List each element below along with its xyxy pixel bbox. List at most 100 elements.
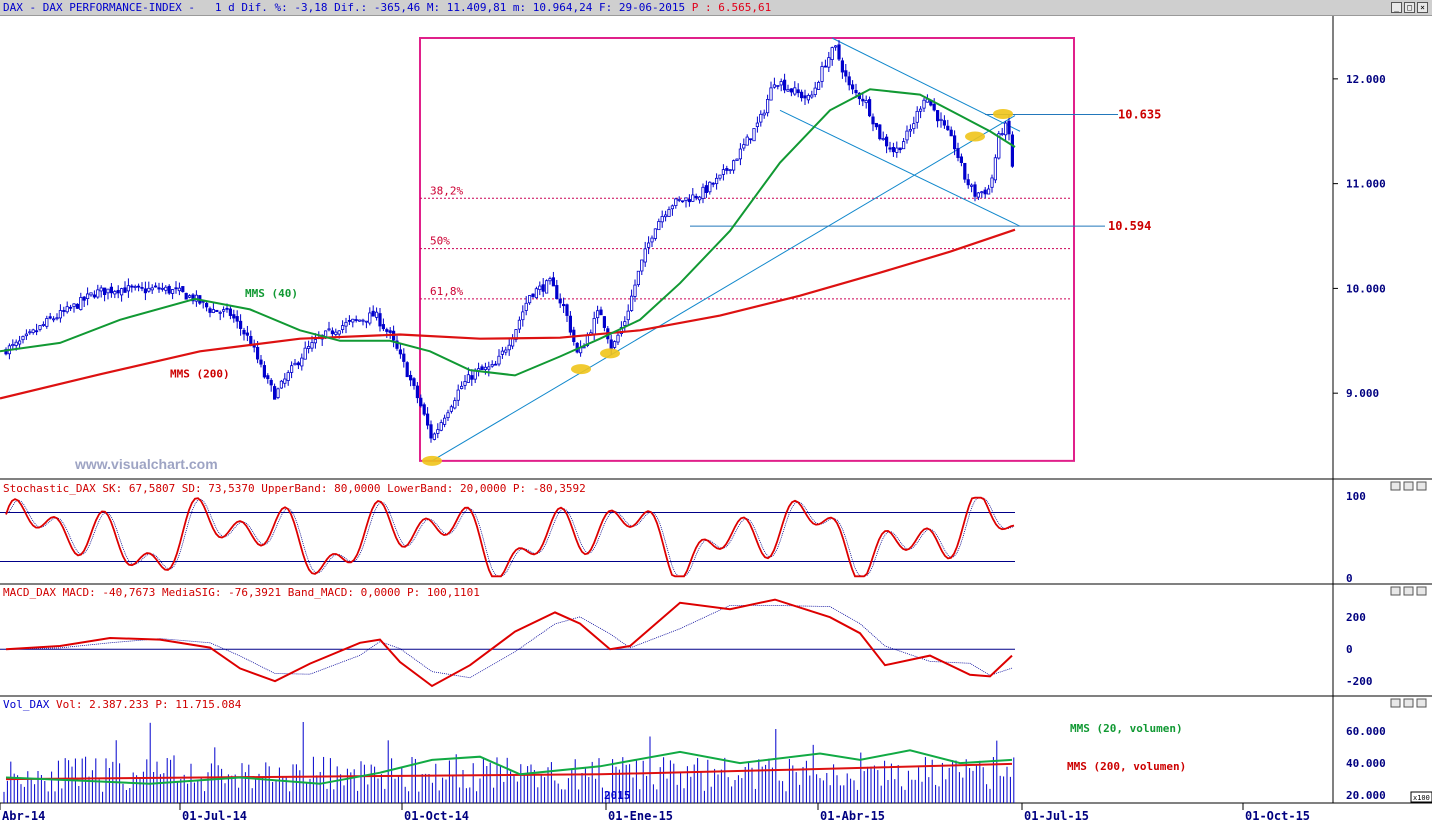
macd-axis-label: 200 bbox=[1346, 611, 1366, 624]
volume-axis-label: 40.000 bbox=[1346, 757, 1386, 770]
candle-body bbox=[976, 192, 981, 198]
candle-body bbox=[980, 191, 984, 194]
fib-retracement-box bbox=[419, 37, 1075, 462]
candle-body bbox=[735, 158, 739, 161]
price-axis-label: 11.000 bbox=[1346, 178, 1386, 191]
candle-body bbox=[973, 184, 977, 197]
volume-mms20-label: MMS (20, volumen) bbox=[1070, 722, 1183, 735]
candle-body bbox=[772, 84, 777, 88]
candle-body bbox=[776, 85, 780, 87]
panel-window-button bbox=[1390, 698, 1401, 708]
maximize-button[interactable]: □ bbox=[1404, 2, 1415, 13]
candle-body bbox=[1010, 134, 1015, 167]
candle-body bbox=[681, 200, 685, 203]
candle-body bbox=[715, 177, 719, 185]
stochastic-axis-label: 100 bbox=[1346, 490, 1366, 503]
candle-body bbox=[959, 156, 964, 163]
candle-body bbox=[783, 79, 787, 91]
candle-body bbox=[449, 406, 454, 412]
candle-body bbox=[881, 138, 885, 141]
candle-body bbox=[235, 316, 239, 322]
minimize-button[interactable]: _ bbox=[1391, 2, 1402, 13]
macd-axis-label: -200 bbox=[1346, 675, 1373, 688]
candle-body bbox=[694, 195, 698, 199]
candle-body bbox=[817, 82, 821, 90]
candle-body bbox=[398, 349, 403, 355]
candle-body bbox=[130, 285, 134, 288]
candle-body bbox=[701, 186, 705, 199]
candle-body bbox=[361, 319, 365, 322]
candle-body bbox=[674, 198, 678, 207]
candle-body bbox=[562, 304, 566, 307]
candle-body bbox=[718, 174, 722, 179]
candle-body bbox=[905, 130, 909, 141]
scale-marker: x100 bbox=[1413, 794, 1430, 802]
candle-body bbox=[422, 404, 426, 415]
price-axis-label: 9.000 bbox=[1346, 387, 1379, 400]
candle-body bbox=[69, 306, 73, 309]
candle-body bbox=[14, 341, 18, 346]
candle-body bbox=[357, 319, 362, 322]
volume-header: Vol_DAX Vol: 2.387.233 P: 11.715.084 bbox=[3, 698, 242, 711]
candle-body bbox=[599, 309, 603, 316]
candle-body bbox=[820, 66, 824, 82]
candle-body bbox=[874, 122, 879, 128]
mms200-label: MMS (200) bbox=[170, 367, 230, 380]
candle-body bbox=[483, 366, 488, 370]
volume-mms20-line bbox=[5, 749, 1013, 785]
time-axis-label: 01-Jul-15 bbox=[1024, 809, 1089, 823]
candle-body bbox=[167, 285, 171, 294]
candle-body bbox=[408, 374, 413, 381]
macd-panel bbox=[0, 598, 1015, 688]
candle-body bbox=[86, 293, 90, 300]
candle-body bbox=[755, 122, 760, 127]
mms200-line bbox=[0, 228, 1016, 400]
candle-body bbox=[551, 277, 556, 287]
candle-body bbox=[385, 329, 389, 332]
candle-body bbox=[99, 287, 103, 292]
candle-body bbox=[466, 374, 471, 383]
close-button[interactable]: × bbox=[1417, 2, 1428, 13]
candle-body bbox=[425, 413, 430, 426]
candle-body bbox=[164, 286, 168, 291]
candle-body bbox=[1007, 120, 1011, 135]
candle-body bbox=[303, 347, 307, 360]
candle-body bbox=[779, 81, 783, 86]
candle-body bbox=[75, 303, 79, 309]
candle-body bbox=[279, 380, 284, 389]
candle-body bbox=[545, 280, 549, 294]
candle-body bbox=[953, 135, 957, 150]
candle-body bbox=[31, 329, 35, 333]
volume-panel: MMS (20, volumen) MMS (200, volumen) 2015 bbox=[3, 721, 1186, 803]
candle-body bbox=[623, 321, 627, 326]
candle-body bbox=[28, 331, 32, 334]
candle-body bbox=[106, 288, 110, 294]
candle-body bbox=[708, 181, 712, 193]
volume-axis-label: 60.000 bbox=[1346, 725, 1386, 738]
macd-header: MACD_DAX MACD: -40,7673 MediaSIG: -76,39… bbox=[3, 586, 480, 599]
macd-line bbox=[5, 598, 1013, 688]
candle-body bbox=[946, 125, 950, 131]
price-axis-label: 10.000 bbox=[1346, 282, 1386, 295]
candle-body bbox=[630, 295, 634, 311]
candle-body bbox=[153, 285, 158, 288]
panel-window-button bbox=[1390, 586, 1401, 596]
candle-body bbox=[160, 287, 164, 290]
price-panel: 38,2% 50% 61,8% 10.635 10.594 MMS (40) MMS (20… bbox=[0, 37, 1161, 466]
candle-body bbox=[963, 162, 967, 180]
candle-body bbox=[276, 388, 280, 398]
candle-body bbox=[626, 310, 630, 321]
candle-body bbox=[636, 270, 641, 286]
candle-body bbox=[721, 169, 726, 175]
candle-body bbox=[891, 147, 896, 153]
candle-body bbox=[871, 116, 875, 125]
candle-body bbox=[643, 248, 647, 263]
candle-body bbox=[157, 287, 161, 290]
candle-body bbox=[749, 138, 753, 141]
candle-body bbox=[660, 216, 664, 223]
fib-level-label: 38,2% bbox=[430, 184, 463, 197]
candle-body bbox=[272, 386, 277, 400]
candle-body bbox=[514, 329, 518, 340]
candle-body bbox=[41, 324, 46, 326]
candle-body bbox=[242, 329, 246, 335]
